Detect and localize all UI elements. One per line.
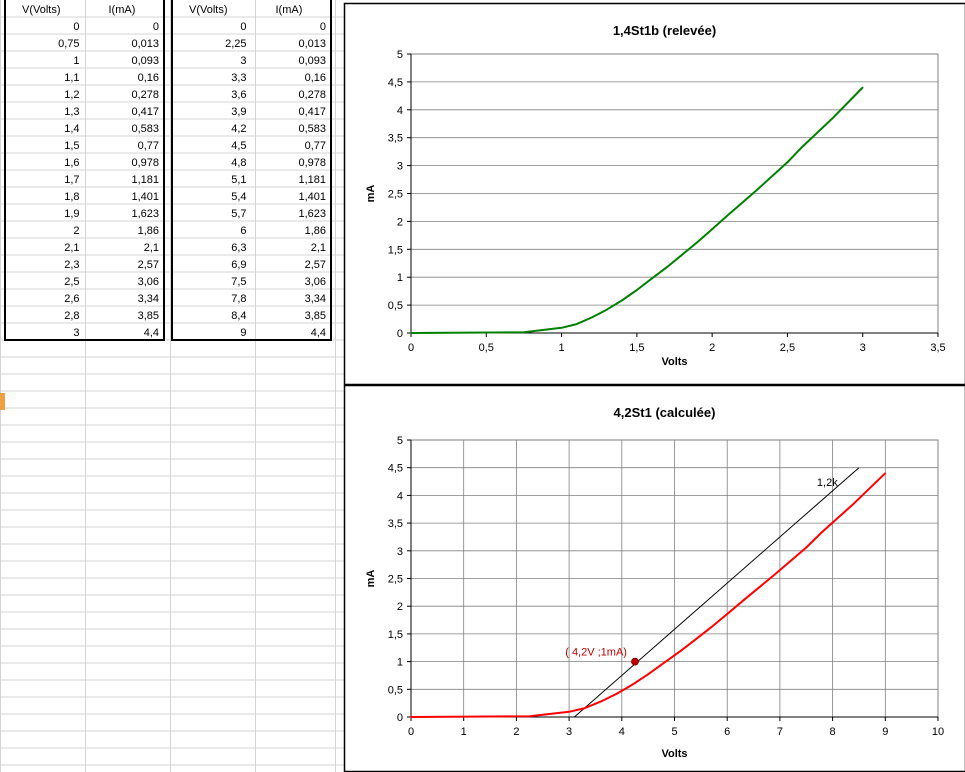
table-cell-current[interactable]: 1,86 — [305, 225, 326, 237]
table-cell-voltage[interactable]: 7,5 — [231, 276, 246, 288]
table-cell-current[interactable]: 1,181 — [131, 174, 159, 186]
table-cell-current[interactable]: 1,401 — [131, 191, 159, 203]
table-cell-voltage[interactable]: 5,1 — [231, 174, 246, 186]
table-cell-current[interactable]: 2,57 — [305, 259, 326, 271]
table-cell-voltage[interactable]: 4,8 — [231, 157, 246, 169]
table-cell-current[interactable]: 0,013 — [131, 38, 159, 50]
table-cell-current[interactable]: 3,85 — [305, 310, 326, 322]
table-cell-voltage[interactable]: 1,5 — [64, 140, 79, 152]
table-cell-current[interactable]: 1,623 — [131, 208, 159, 220]
table-cell-voltage[interactable]: 3 — [240, 55, 246, 67]
table-cell-current[interactable]: 0,278 — [131, 89, 159, 101]
table-cell-voltage[interactable]: 6 — [240, 225, 246, 237]
table-cell-current[interactable]: 0,77 — [138, 140, 159, 152]
table-cell-voltage[interactable]: 3,3 — [231, 72, 246, 84]
table-cell-voltage[interactable]: 6,9 — [231, 259, 246, 271]
table-cell-voltage[interactable]: 1,1 — [64, 72, 79, 84]
table-cell-current[interactable]: 0,583 — [131, 123, 159, 135]
table-cell-current[interactable]: 3,34 — [305, 293, 326, 305]
table-cell-current[interactable]: 0,013 — [298, 38, 326, 50]
table-cell-current[interactable]: 0,093 — [298, 55, 326, 67]
table-cell-current[interactable]: 1,181 — [298, 174, 326, 186]
table-cell-voltage[interactable]: 2,1 — [64, 242, 79, 254]
table-cell-voltage[interactable]: 7,8 — [231, 293, 246, 305]
table-cell-current[interactable]: 1,401 — [298, 191, 326, 203]
table-cell-voltage[interactable]: 6,3 — [231, 242, 246, 254]
table-cell-current[interactable]: 0,278 — [298, 89, 326, 101]
table-cell-current[interactable]: 2,57 — [138, 259, 159, 271]
table-cell-voltage[interactable]: 2,6 — [64, 293, 79, 305]
table-cell-current[interactable]: 0 — [320, 21, 326, 33]
table-cell-voltage[interactable]: 4,5 — [231, 140, 246, 152]
table-cell-current[interactable]: 4,4 — [311, 327, 326, 339]
table-left-header-current: I(mA) — [109, 4, 136, 16]
table-cell-voltage[interactable]: 2,25 — [225, 38, 246, 50]
table-cell-current[interactable]: 0,417 — [298, 106, 326, 118]
table-cell-current[interactable]: 0,417 — [131, 106, 159, 118]
table-cell-current[interactable]: 1,86 — [138, 225, 159, 237]
table-cell-current[interactable]: 3,34 — [138, 293, 159, 305]
table-cell-voltage[interactable]: 2,8 — [64, 310, 79, 322]
table-cell-current[interactable]: 3,85 — [138, 310, 159, 322]
table-cell-current[interactable]: 0,16 — [305, 72, 326, 84]
table-cell-voltage[interactable]: 3 — [73, 327, 79, 339]
table-cell-voltage[interactable]: 2 — [73, 225, 79, 237]
table-cell-current[interactable]: 2,1 — [144, 242, 159, 254]
table-cell-current[interactable]: 0,583 — [298, 123, 326, 135]
table-cell-voltage[interactable]: 0,75 — [58, 38, 79, 50]
table-cell-voltage[interactable]: 1,4 — [64, 123, 79, 135]
selected-cell-marker[interactable] — [0, 393, 5, 410]
table-cell-current[interactable]: 0,16 — [138, 72, 159, 84]
table-cell-voltage[interactable]: 0 — [73, 21, 79, 33]
table-cell-current[interactable]: 4,4 — [144, 327, 159, 339]
table-cell-voltage[interactable]: 2,3 — [64, 259, 79, 271]
table-cell-voltage[interactable]: 9 — [240, 327, 246, 339]
table-cell-voltage[interactable]: 5,7 — [231, 208, 246, 220]
table-cell-voltage[interactable]: 3,9 — [231, 106, 246, 118]
table-cell-voltage[interactable]: 8,4 — [231, 310, 246, 322]
table-cell-current[interactable]: 3,06 — [138, 276, 159, 288]
table-cell-voltage[interactable]: 1,3 — [64, 106, 79, 118]
table-right: V(Volts) I(mA) 0 0 2,25 0,013 3 0,093 3,3 0,16 3,6… — [171, 0, 332, 341]
table-cell-voltage[interactable]: 1,6 — [64, 157, 79, 169]
table-cell-voltage[interactable]: 1,7 — [64, 174, 79, 186]
table-cell-voltage[interactable]: 1,8 — [64, 191, 79, 203]
table-cell-current[interactable]: 0,978 — [131, 157, 159, 169]
table-left: V(Volts) I(mA) 0 0 0,75 0,013 1 0,093 1,1 0,16 1,2… — [4, 0, 165, 341]
table-cell-voltage[interactable]: 0 — [240, 21, 246, 33]
table-cell-voltage[interactable]: 4,2 — [231, 123, 246, 135]
table-cell-current[interactable]: 1,623 — [298, 208, 326, 220]
table-cell-voltage[interactable]: 2,5 — [64, 276, 79, 288]
table-cell-current[interactable]: 0 — [153, 21, 159, 33]
table-cell-current[interactable]: 0,77 — [305, 140, 326, 152]
table-right-header-voltage: V(Volts) — [189, 4, 228, 16]
table-cell-voltage[interactable]: 1,2 — [64, 89, 79, 101]
table-cell-current[interactable]: 3,06 — [305, 276, 326, 288]
table-cell-voltage[interactable]: 3,6 — [231, 89, 246, 101]
table-cell-current[interactable]: 2,1 — [311, 242, 326, 254]
table-cell-current[interactable]: 0,978 — [298, 157, 326, 169]
table-cell-voltage[interactable]: 1 — [73, 55, 79, 67]
table-right-header-current: I(mA) — [276, 4, 303, 16]
table-cell-voltage[interactable]: 1,9 — [64, 208, 79, 220]
table-cell-voltage[interactable]: 5,4 — [231, 191, 246, 203]
table-left-header-voltage: V(Volts) — [22, 4, 61, 16]
table-cell-current[interactable]: 0,093 — [131, 55, 159, 67]
